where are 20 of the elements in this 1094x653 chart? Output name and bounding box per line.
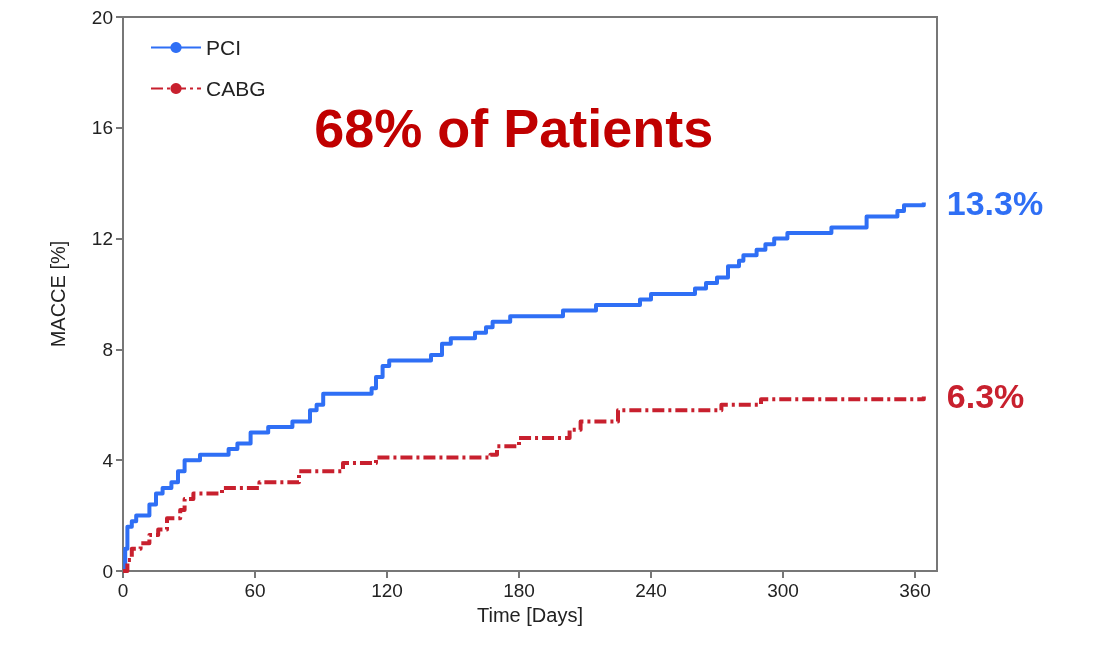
x-tick-label: 360 — [899, 580, 931, 601]
y-tick-label: 4 — [102, 449, 114, 471]
y-axis-title: MACCE [%] — [47, 240, 69, 348]
legend-label: PCI — [206, 36, 242, 59]
x-tick-label: 60 — [244, 580, 266, 601]
annotation: 13.3% — [946, 183, 1044, 222]
y-tick-label: 0 — [102, 560, 113, 582]
x-tick-label: 180 — [503, 580, 535, 601]
annotation: 6.3% — [946, 377, 1025, 416]
y-tick-label: 12 — [91, 228, 113, 250]
y-tick-label: 8 — [102, 338, 113, 360]
x-tick-label: 0 — [117, 580, 129, 601]
x-axis-title: Time [Days] — [477, 603, 583, 626]
legend-label: CABG — [206, 77, 266, 100]
x-tick-label: 300 — [767, 580, 799, 601]
y-tick-label: 20 — [91, 6, 113, 28]
x-tick-label: 120 — [371, 580, 403, 601]
x-tick-label: 240 — [635, 580, 667, 601]
y-tick-label: 16 — [91, 117, 113, 139]
annotation: 68% of Patients — [314, 97, 714, 158]
